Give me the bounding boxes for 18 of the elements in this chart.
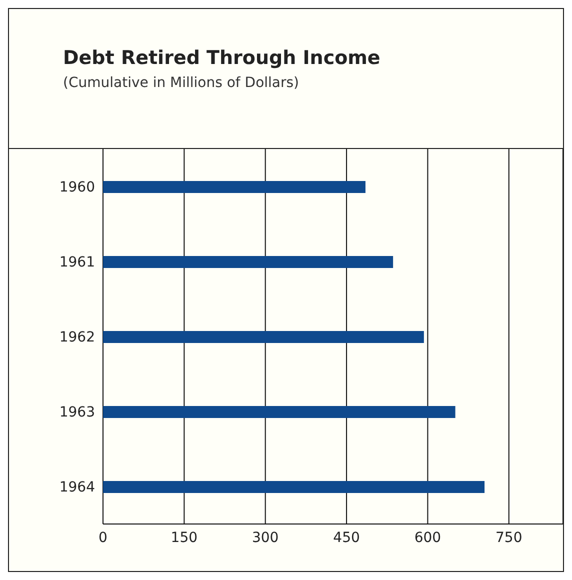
x-tick-label: 600 [414, 530, 442, 546]
y-tick-label: 1961 [59, 254, 95, 270]
chart-subtitle: (Cumulative in Millions of Dollars) [63, 75, 300, 91]
x-tick-label: 450 [333, 530, 360, 546]
x-tick-label: 750 [496, 530, 522, 546]
x-tick-label: 150 [170, 530, 198, 546]
y-tick-label: 1962 [59, 329, 95, 346]
y-tick-label: 1960 [59, 179, 95, 196]
bar [103, 331, 424, 343]
bar [103, 181, 366, 193]
bar [103, 481, 485, 493]
x-tick-label: 0 [98, 530, 108, 546]
bar [103, 406, 456, 418]
chart-title: Debt Retired Through Income [63, 47, 382, 69]
y-tick-label: 1964 [59, 479, 96, 496]
bar [103, 256, 394, 268]
x-tick-label: 300 [252, 530, 279, 546]
y-tick-label: 1963 [59, 404, 95, 420]
